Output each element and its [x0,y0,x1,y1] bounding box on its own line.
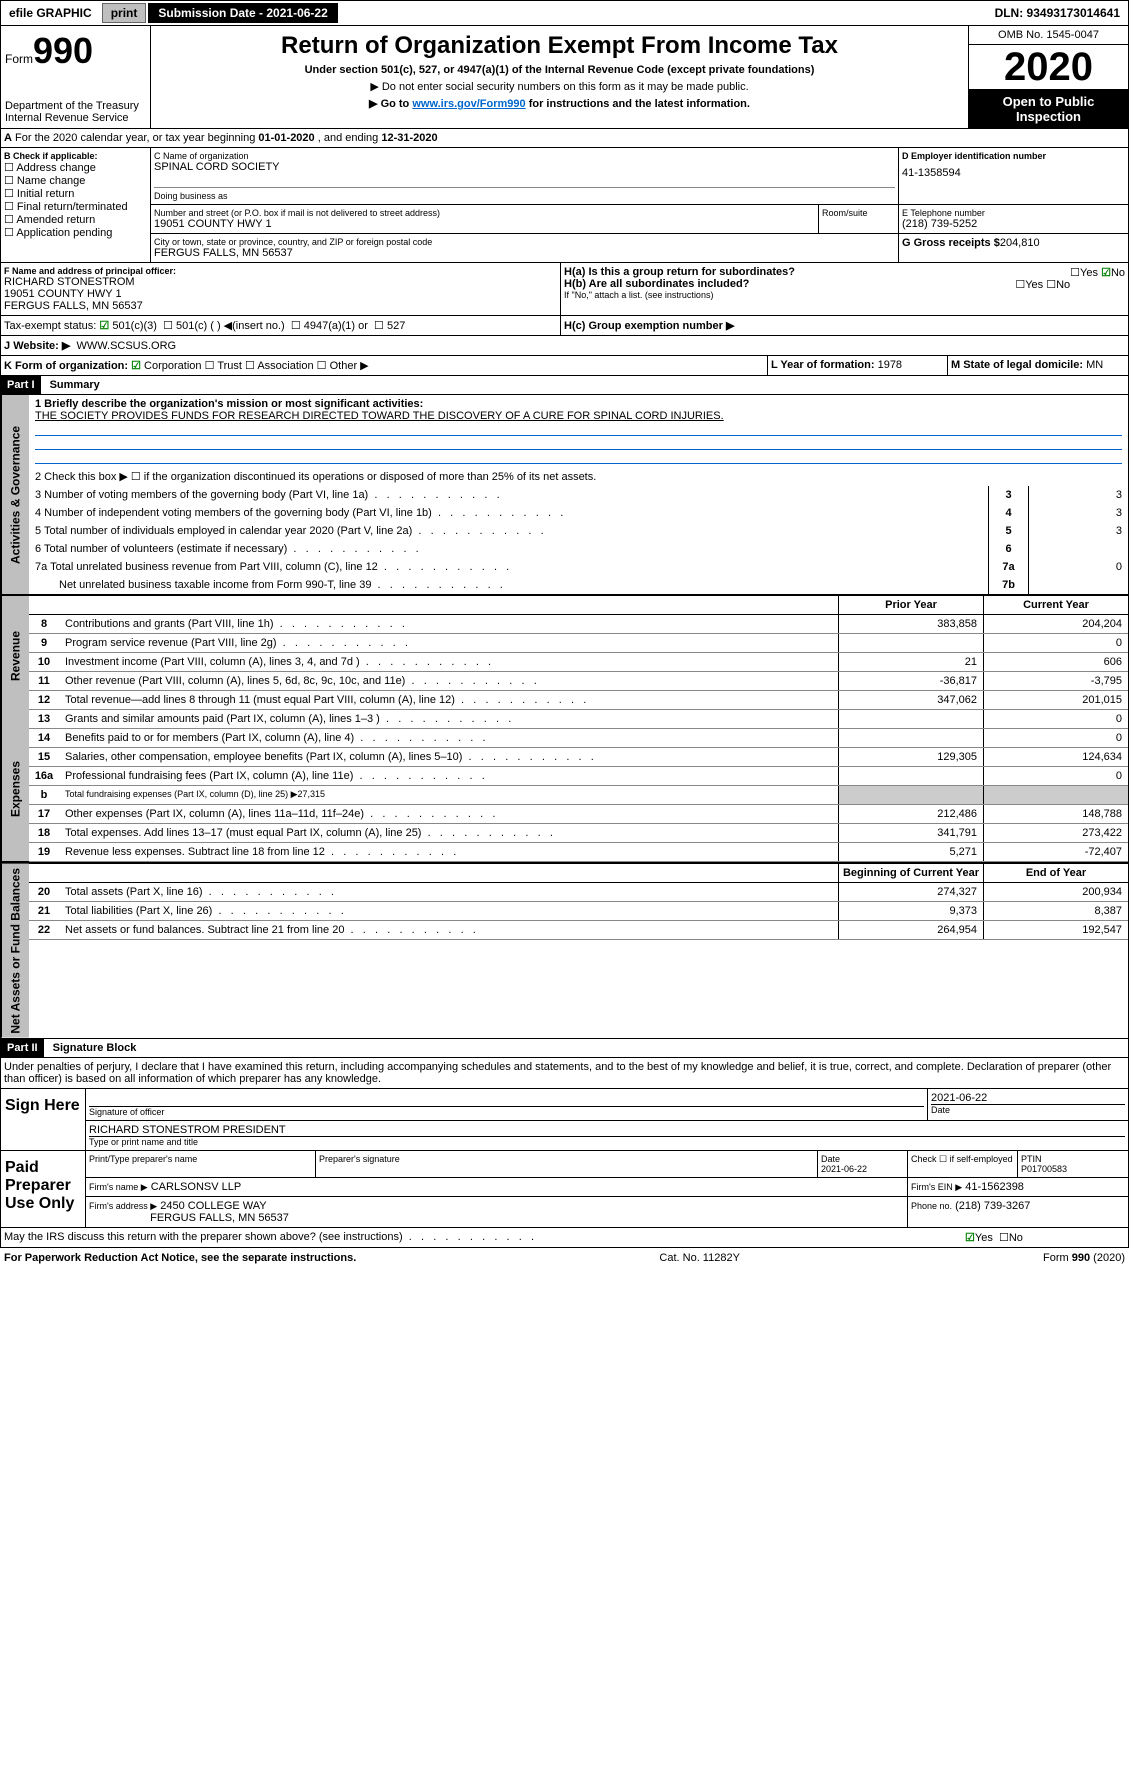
year-formation: 1978 [878,359,902,371]
form-title: Return of Organization Exempt From Incom… [157,32,962,60]
note-ssn: ▶ Do not enter social security numbers o… [157,80,962,93]
tax-exempt-row: Tax-exempt status: ☑ 501(c)(3) ☐ 501(c) … [0,316,1129,336]
table-row: 13Grants and similar amounts paid (Part … [29,710,1128,729]
voting-members: 3 [1028,486,1128,504]
irs-link[interactable]: www.irs.gov/Form990 [412,98,525,110]
table-row: 12Total revenue—add lines 8 through 11 (… [29,691,1128,710]
table-row: 22Net assets or fund balances. Subtract … [29,921,1128,940]
sign-here-block: Sign Here Signature of officer 2021-06-2… [0,1089,1129,1151]
table-row: 15Salaries, other compensation, employee… [29,748,1128,767]
box-b-label: B Check if applicable: [4,151,147,161]
form-subtitle: Under section 501(c), 527, or 4947(a)(1)… [157,64,962,76]
form-org-row: K Form of organization: ☑ Corporation ☐ … [0,356,1129,376]
table-row: 10Investment income (Part VIII, column (… [29,653,1128,672]
part2-header: Part II Signature Block [0,1039,1129,1058]
paid-preparer-block: Paid Preparer Use Only Print/Type prepar… [0,1151,1129,1228]
topbar: efile GRAPHIC print Submission Date - 20… [0,0,1129,26]
omb-number: OMB No. 1545-0047 [969,26,1128,45]
gross-receipts: 204,810 [1000,237,1040,249]
submission-date: Submission Date - 2021-06-22 [148,3,337,23]
officer-group-block: F Name and address of principal officer:… [0,263,1129,316]
officer-name: RICHARD STONESTROM [4,276,557,288]
dln: DLN: 93493173014641 [987,3,1128,23]
part1-header: Part I Summary [0,376,1129,395]
table-row: 19Revenue less expenses. Subtract line 1… [29,843,1128,862]
efile-label: efile GRAPHIC [1,3,100,23]
street: 19051 COUNTY HWY 1 [154,218,815,230]
table-row: bTotal fundraising expenses (Part IX, co… [29,786,1128,805]
table-row: 14Benefits paid to or for members (Part … [29,729,1128,748]
table-row: 20Total assets (Part X, line 16)274,3272… [29,883,1128,902]
department: Department of the Treasury Internal Reve… [5,100,146,124]
table-row: 18Total expenses. Add lines 13–17 (must … [29,824,1128,843]
ein: 41-1358594 [902,167,1125,179]
entity-block: B Check if applicable: ☐ Address change … [0,148,1129,263]
tax-year: 2020 [969,45,1128,90]
table-row: 16aProfessional fundraising fees (Part I… [29,767,1128,786]
website: WWW.SCSUS.ORG [76,340,176,352]
form-number: 990 [33,30,93,71]
form-label: Form [5,52,33,66]
print-button[interactable]: print [102,3,147,23]
phone: (218) 739-5252 [902,218,1125,230]
governance-section: Activities & Governance 1 Briefly descri… [0,395,1129,595]
org-name: SPINAL CORD SOCIETY [154,161,895,173]
mission: THE SOCIETY PROVIDES FUNDS FOR RESEARCH … [35,410,1122,422]
table-row: 8Contributions and grants (Part VIII, li… [29,615,1128,634]
website-row: J Website: ▶ WWW.SCSUS.ORG [0,336,1129,356]
table-row: 9Program service revenue (Part VIII, lin… [29,634,1128,653]
open-public-badge: Open to Public Inspection [969,90,1128,128]
form-header: Form990 Department of the Treasury Inter… [0,26,1129,129]
footer: For Paperwork Reduction Act Notice, see … [0,1248,1129,1268]
line-a: A For the 2020 calendar year, or tax yea… [0,129,1129,148]
city-state-zip: FERGUS FALLS, MN 56537 [154,247,895,259]
perjury-statement: Under penalties of perjury, I declare th… [0,1058,1129,1089]
table-row: 21Total liabilities (Part X, line 26)9,3… [29,902,1128,921]
discuss-row: May the IRS discuss this return with the… [0,1228,1129,1248]
domicile: MN [1086,359,1103,371]
firm-name: CARLSONSV LLP [151,1181,241,1193]
table-row: 11Other revenue (Part VIII, column (A), … [29,672,1128,691]
officer-signed: RICHARD STONESTROM PRESIDENT [89,1124,1125,1136]
ptin: P01700583 [1021,1164,1067,1174]
revenue-expense-section: Revenue Expenses Prior YearCurrent Year … [0,595,1129,863]
net-assets-section: Net Assets or Fund Balances Beginning of… [0,863,1129,1039]
table-row: 17Other expenses (Part IX, column (A), l… [29,805,1128,824]
